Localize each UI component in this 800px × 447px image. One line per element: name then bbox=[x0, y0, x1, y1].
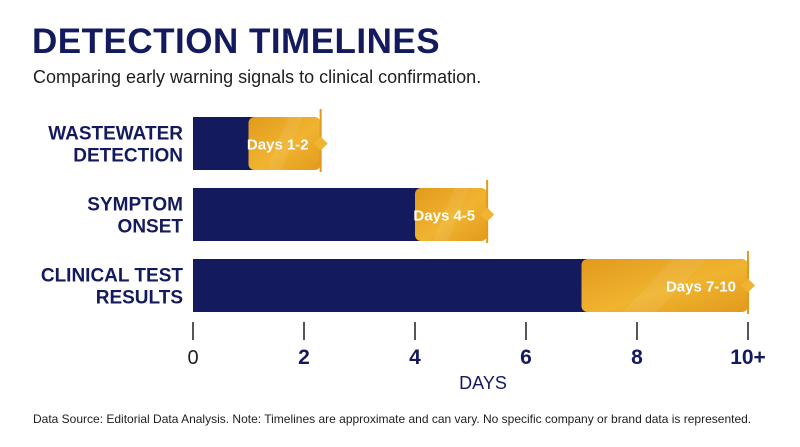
range-label: Days 1-2 bbox=[247, 137, 309, 154]
x-tick-label: 8 bbox=[631, 346, 643, 369]
x-tick-label: 10+ bbox=[730, 346, 766, 369]
x-tick-label: 4 bbox=[409, 346, 421, 369]
range-end-diamond bbox=[480, 207, 495, 222]
x-tick-label: 2 bbox=[298, 346, 310, 369]
bar-gold-accent bbox=[433, 188, 470, 241]
bar-navy bbox=[193, 117, 257, 170]
range-label: Days 7-10 bbox=[666, 279, 736, 296]
bar-gold-accent bbox=[266, 117, 303, 170]
category-label: WASTEWATER DETECTION bbox=[48, 124, 183, 167]
bar-gold-range bbox=[415, 188, 488, 241]
bar-gold-accent bbox=[623, 259, 707, 312]
category-label: SYMPTOM ONSET bbox=[87, 195, 183, 238]
bar-navy bbox=[193, 259, 590, 312]
range-end-diamond bbox=[741, 278, 755, 293]
bar-gold-range bbox=[581, 259, 748, 312]
x-tick-label: 0 bbox=[187, 347, 198, 369]
range-end-diamond bbox=[313, 136, 328, 151]
chart-subtitle: Comparing early warning signals to clini… bbox=[33, 67, 482, 87]
bar-gold-range bbox=[248, 117, 321, 170]
x-tick-label: 6 bbox=[520, 346, 532, 369]
range-label: Days 4-5 bbox=[413, 208, 475, 225]
x-axis-label: DAYS bbox=[459, 373, 507, 393]
bar-navy bbox=[193, 188, 423, 241]
data-source-note: Data Source: Editorial Data Analysis. No… bbox=[33, 412, 752, 426]
category-label: CLINICAL TEST RESULTS bbox=[41, 266, 184, 309]
chart-title: DETECTION TIMELINES bbox=[32, 22, 441, 61]
